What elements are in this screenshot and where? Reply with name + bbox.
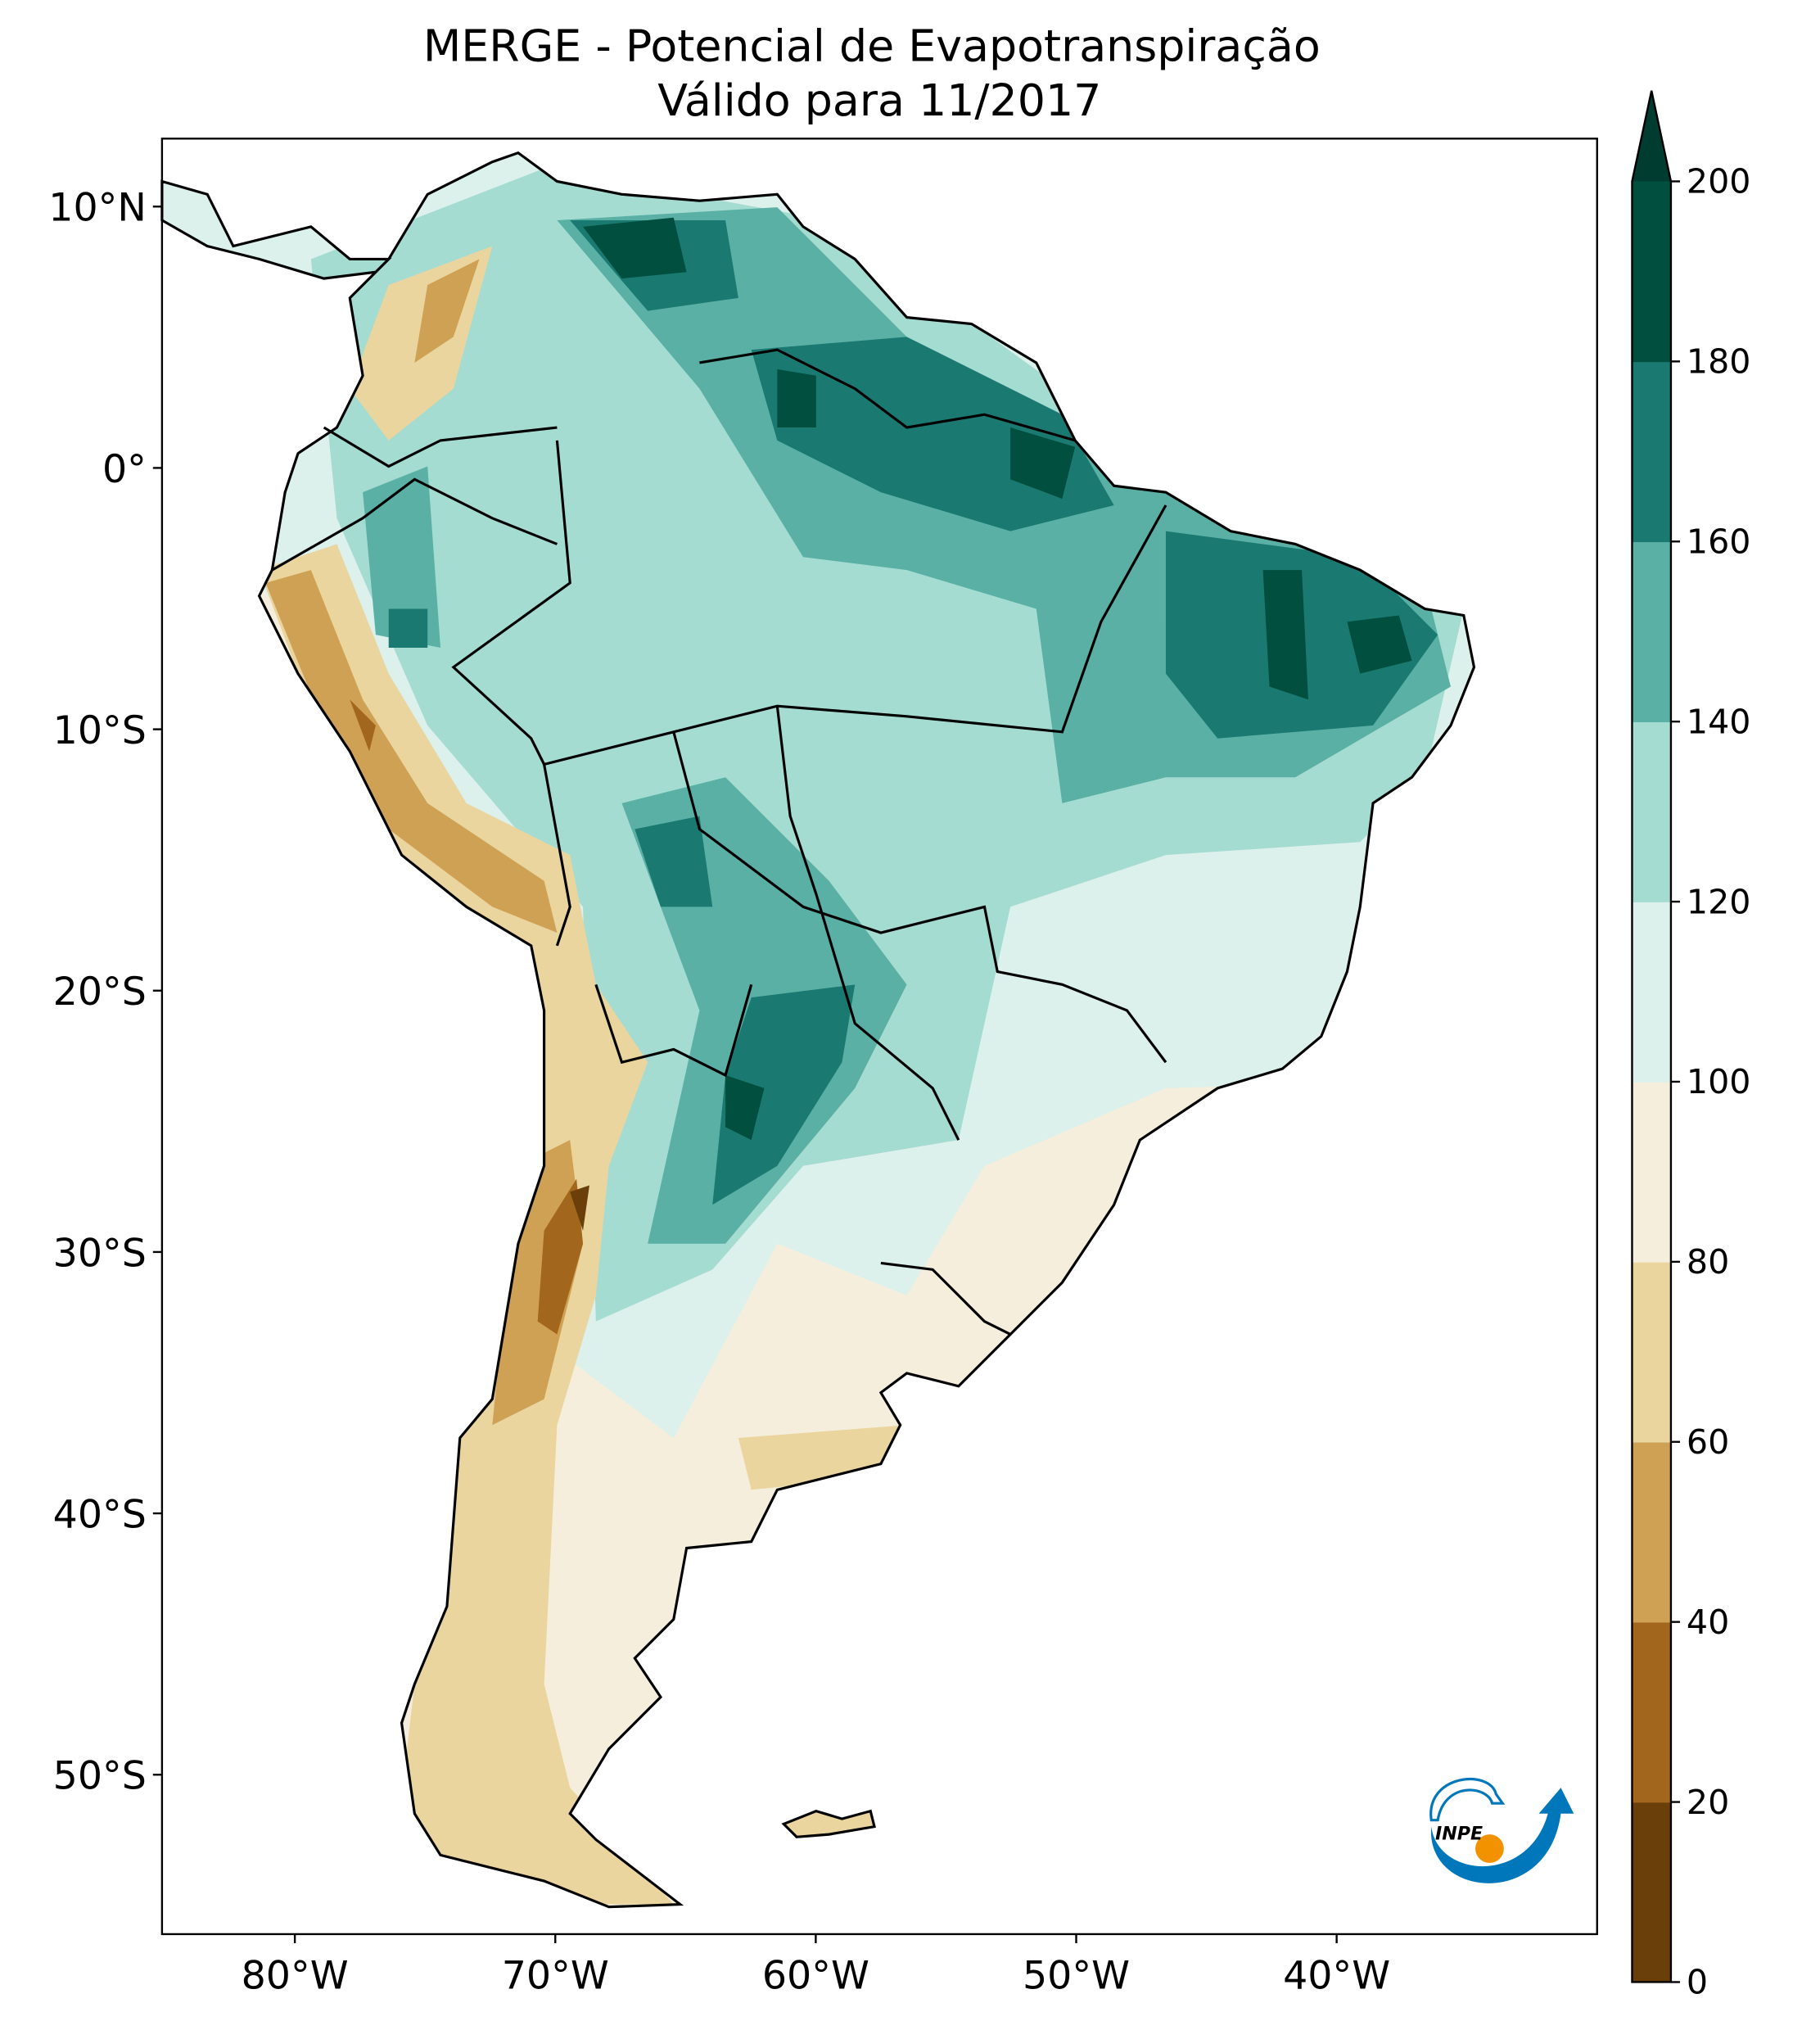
colorbar-tick-label: 40: [1687, 1603, 1729, 1642]
falkland-islands: [781, 1809, 876, 1838]
x-tick-label: 70°W: [502, 1953, 609, 1998]
inpe-logo: INPE: [1429, 1777, 1574, 1883]
colorbar-segment: [1632, 1441, 1671, 1623]
x-tick-label: 80°W: [242, 1953, 349, 1998]
axis-ticks: 80°W 70°W 60°W 50°W 40°W 10°N 0° 10°S 20°S 30°S 40…: [48, 186, 1390, 1999]
map-axes: [160, 138, 1598, 1936]
colorbar-tick-label: 0: [1687, 1963, 1708, 2002]
colorbar-segment: [1632, 541, 1671, 722]
colorbar-tick-label: 180: [1687, 342, 1751, 382]
colorbar-tick-label: 60: [1687, 1422, 1729, 1462]
colorbar-segment: [1632, 1261, 1671, 1443]
colorbar-segment: [1632, 1802, 1671, 1983]
country-borders: [271, 348, 1167, 1336]
y-tick-label: 20°S: [53, 970, 147, 1015]
logo-text: INPE: [1435, 1823, 1483, 1844]
colorbar-tick-label: 100: [1687, 1062, 1751, 1101]
x-tick-label: 60°W: [762, 1953, 869, 1998]
y-tick-label: 50°S: [53, 1754, 147, 1799]
map-field: [161, 152, 1475, 1907]
chart-subtitle: Válido para 11/2017: [657, 75, 1101, 126]
y-tick-label: 10°N: [48, 186, 147, 231]
x-tick-label: 50°W: [1023, 1953, 1130, 1998]
contour-160-180: [388, 219, 1438, 1205]
contour-20-40: [350, 699, 584, 1335]
colorbar-tick-label: 80: [1687, 1242, 1729, 1282]
colorbar-tick-label: 120: [1687, 882, 1751, 921]
colorbar-segment: [1632, 181, 1671, 363]
colorbar-segment: [1632, 721, 1671, 902]
colorbar-segment: [1632, 361, 1671, 543]
colorbar-tick-label: 20: [1687, 1783, 1729, 1822]
contour-60-80: [259, 246, 907, 1905]
x-tick-label: 40°W: [1283, 1953, 1390, 1998]
chart-title: MERGE - Potencial de Evapotranspiração: [423, 20, 1321, 71]
y-tick-label: 30°S: [53, 1231, 147, 1276]
colorbar-outline: [1631, 90, 1673, 1983]
contour-40-60: [265, 259, 584, 1426]
y-tick-label: 0°: [102, 447, 147, 492]
colorbar: 0 20 40 60 80 100 120 140 160 180 200: [1631, 90, 1751, 2002]
colorbar-segment: [1632, 1621, 1671, 1803]
colorbar-segment: [1632, 902, 1671, 1083]
colorbar-extend-arrow: [1632, 90, 1671, 182]
y-tick-label: 40°S: [53, 1492, 147, 1537]
y-tick-label: 10°S: [53, 708, 147, 753]
colorbar-tick-label: 160: [1687, 522, 1751, 562]
colorbar-tick-label: 200: [1687, 162, 1751, 201]
colorbar-segment: [1632, 1081, 1671, 1263]
colorbar-tick-label: 140: [1687, 702, 1751, 741]
